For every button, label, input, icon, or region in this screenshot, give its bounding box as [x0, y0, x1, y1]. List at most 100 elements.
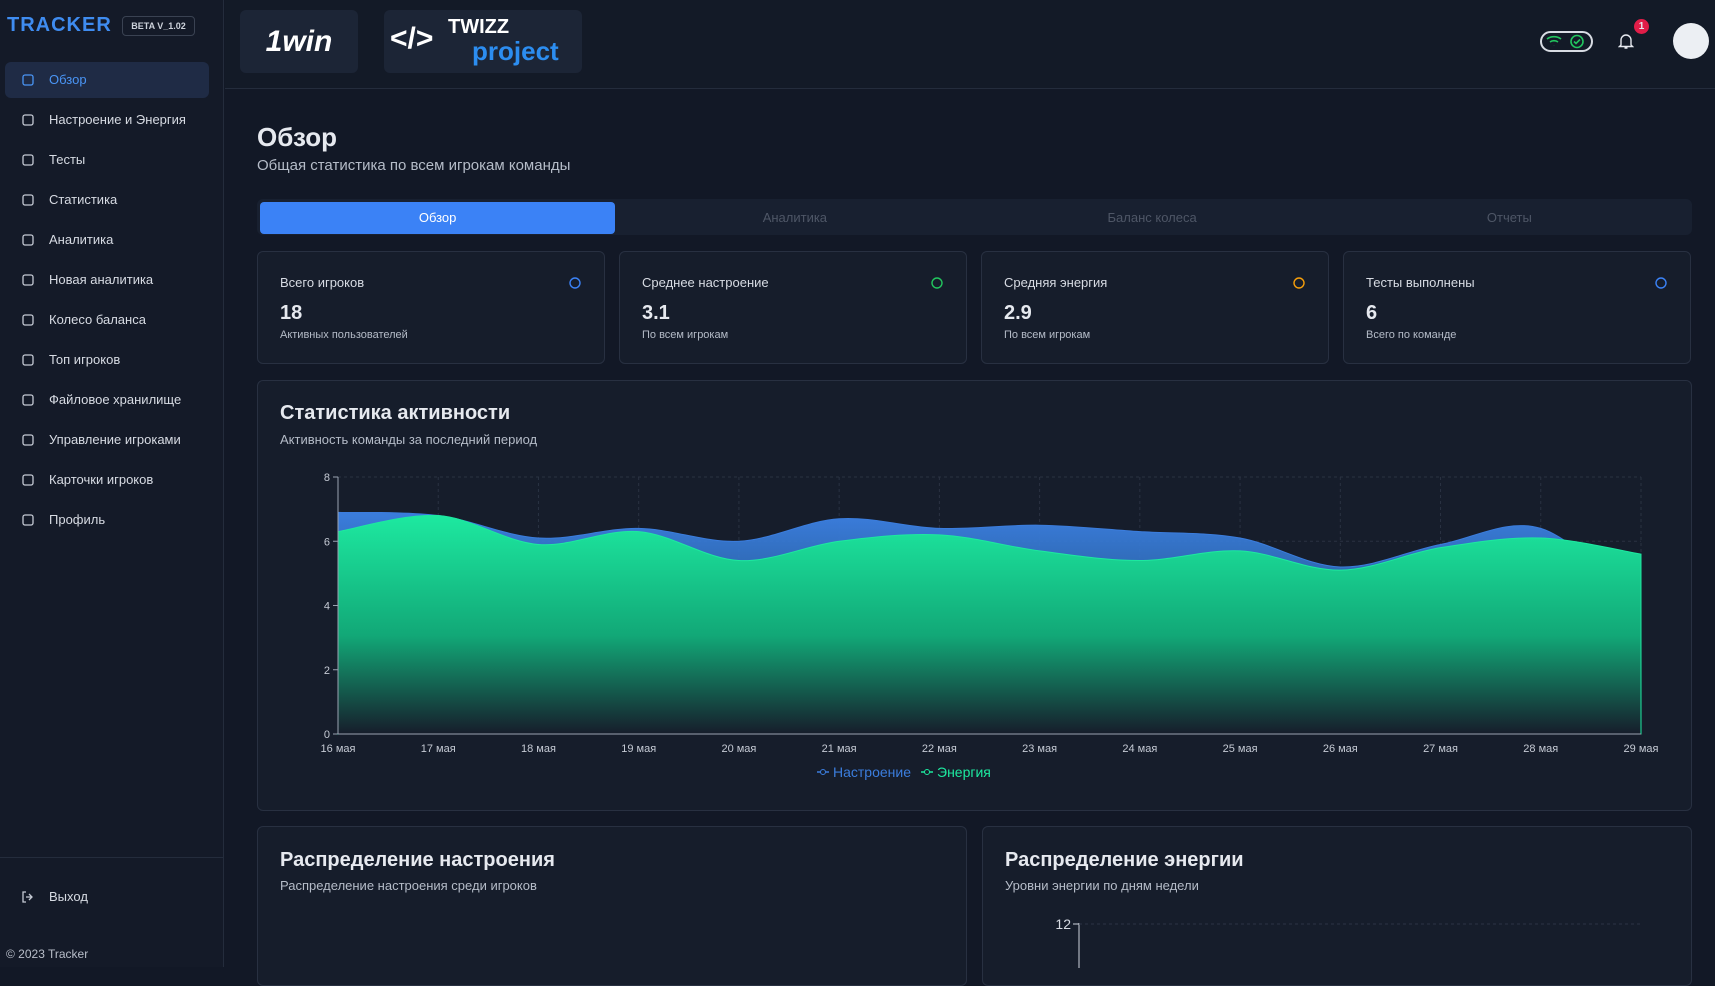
icon-shape — [22, 154, 34, 166]
y-tick-label: 4 — [324, 601, 330, 613]
menu-item[interactable]: Новая аналитика — [5, 262, 209, 298]
x-tick-label: 26 мая — [1323, 743, 1358, 755]
menu-item[interactable]: Аналитика — [5, 222, 209, 258]
logo-twizz[interactable]: </> TWIZZ project — [384, 10, 582, 73]
panel-title: Распределение энергии — [1005, 849, 1244, 871]
stat-card: Всего игроков 18 Активных пользователей — [257, 251, 605, 364]
header: 1win </> TWIZZ project 1 — [225, 0, 1715, 89]
stat-label: Среднее настроение — [642, 275, 769, 290]
chart-title: Статистика активности — [280, 402, 511, 424]
x-tick-label: 23 мая — [1022, 743, 1057, 755]
tab[interactable]: Баланс колеса — [1107, 210, 1197, 225]
stat-value: 3.1 — [642, 302, 670, 324]
sidebar: TRACKER BETA V_1.02 Обзор Настроение и Эн… — [0, 0, 224, 967]
icon — [1546, 34, 1584, 49]
icon-shape — [22, 514, 34, 526]
menu-label: Карточки игроков — [49, 472, 154, 487]
x-tick-label: 20 мая — [721, 743, 756, 755]
x-tick-label: 22 мая — [922, 743, 957, 755]
stat-card: Тесты выполнены 6 Всего по команде — [1343, 251, 1691, 364]
menu-label: Статистика — [49, 192, 118, 207]
stat-value: 2.9 — [1004, 302, 1032, 324]
page-title: Обзор — [257, 122, 337, 152]
legend-swatch — [820, 769, 826, 775]
icon — [22, 474, 34, 486]
icon — [22, 394, 34, 406]
stat-icon — [1655, 277, 1667, 289]
divider — [0, 857, 224, 858]
icon-shape — [22, 194, 34, 206]
menu-item[interactable]: Топ игроков — [5, 342, 209, 378]
menu-item[interactable]: Настроение и Энергия — [5, 102, 209, 138]
menu-label: Колесо баланса — [49, 312, 146, 327]
menu-item[interactable]: Профиль — [5, 502, 209, 538]
x-tick-label: 25 мая — [1223, 743, 1258, 755]
tab[interactable]: Аналитика — [762, 210, 828, 225]
icon — [22, 514, 34, 526]
tab[interactable]: Обзор — [260, 202, 616, 234]
icon-shape — [22, 274, 34, 286]
chart-subtitle: Активность команды за последний период — [280, 432, 538, 447]
stat-note: Активных пользователей — [280, 329, 408, 341]
icon-shape — [22, 74, 34, 86]
avatar[interactable] — [1673, 23, 1709, 59]
icon — [22, 891, 33, 903]
x-tick-label: 17 мая — [421, 743, 456, 755]
icon-shape — [569, 277, 581, 289]
logout[interactable]: Выход — [5, 879, 209, 915]
icon — [22, 274, 34, 286]
stat-note: Всего по команде — [1366, 329, 1457, 341]
menu-item[interactable]: Карточки игроков — [5, 462, 209, 498]
icon — [22, 74, 34, 86]
icon-shape — [22, 434, 34, 446]
x-tick-label: 24 мая — [1122, 743, 1157, 755]
energy-axis: 12 — [1055, 916, 1641, 968]
panel-subtitle: Распределение настроения среди игроков — [280, 878, 537, 893]
y-tick-label: 12 — [1055, 916, 1071, 932]
y-tick-label: 2 — [324, 665, 330, 677]
menu-label: Топ игроков — [49, 352, 121, 367]
y-tick-label: 6 — [324, 536, 330, 548]
stat-card: Средняя энергия 2.9 По всем игрокам — [981, 251, 1329, 364]
menu-item[interactable]: Статистика — [5, 182, 209, 218]
stat-icon — [569, 277, 581, 289]
icon-shape — [1293, 277, 1305, 289]
icon — [22, 314, 34, 326]
menu-item[interactable]: Колесо баланса — [5, 302, 209, 338]
x-tick-label: 16 мая — [321, 743, 356, 755]
bell[interactable] — [1618, 32, 1634, 50]
stat-label: Средняя энергия — [1004, 275, 1108, 290]
x-tick-label: 19 мая — [621, 743, 656, 755]
icon-shape — [1655, 277, 1667, 289]
stat-card: Среднее настроение 3.1 По всем игрокам — [619, 251, 967, 364]
icon-shape — [22, 394, 34, 406]
icon — [22, 434, 34, 446]
logo-top: TWIZZ — [448, 16, 510, 38]
icon — [22, 354, 34, 366]
y-tick-label: 0 — [324, 729, 330, 741]
activity-chart: 16 мая 17 мая 18 мая 19 мая 20 мая 21 мая 22 м… — [321, 472, 1659, 780]
legend-label: Энергия — [937, 764, 991, 780]
area — [337, 514, 1642, 735]
x-tick-label: 18 мая — [521, 743, 556, 755]
connection-status[interactable] — [1540, 31, 1593, 52]
logo-1win[interactable]: 1win — [240, 10, 358, 73]
legend-swatch — [924, 769, 931, 775]
y-tick-label: 8 — [324, 472, 330, 484]
menu-label: Профиль — [49, 512, 106, 527]
menu-item[interactable]: Тесты — [5, 142, 209, 178]
x-tick-label: 29 мая — [1624, 743, 1659, 755]
version-badge: BETA V_1.02 — [122, 16, 195, 36]
panel-subtitle: Уровни энергии по дням недели — [1005, 878, 1199, 893]
menu-label: Аналитика — [49, 232, 114, 247]
menu-item[interactable]: Обзор — [5, 62, 209, 98]
menu-item[interactable]: Файловое хранилище — [5, 382, 209, 418]
stat-note: По всем игрокам — [1004, 329, 1091, 341]
code-icon: </> — [390, 22, 434, 55]
x-tick-label: 27 мая — [1423, 743, 1458, 755]
menu-item[interactable]: Управление игроками — [5, 422, 209, 458]
stat-icon — [1293, 277, 1305, 289]
tab[interactable]: Отчеты — [1486, 210, 1532, 225]
logo-bottom: project — [472, 36, 559, 66]
